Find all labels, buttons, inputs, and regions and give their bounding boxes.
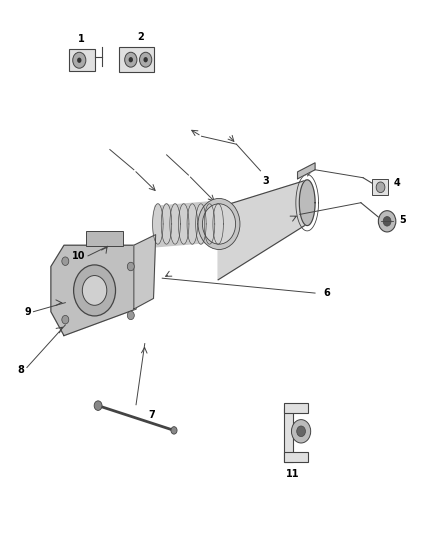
Polygon shape xyxy=(204,204,215,244)
Circle shape xyxy=(74,265,116,316)
Text: 7: 7 xyxy=(148,410,155,421)
Polygon shape xyxy=(155,201,219,247)
Polygon shape xyxy=(170,204,180,244)
Polygon shape xyxy=(161,204,172,244)
Circle shape xyxy=(378,211,396,232)
Text: 1: 1 xyxy=(78,34,85,44)
Text: 10: 10 xyxy=(72,251,86,261)
Bar xyxy=(69,49,95,71)
Polygon shape xyxy=(297,163,315,179)
Polygon shape xyxy=(218,180,305,280)
Circle shape xyxy=(127,262,134,271)
Polygon shape xyxy=(213,204,223,244)
Circle shape xyxy=(144,57,148,62)
Text: 11: 11 xyxy=(286,469,299,479)
Circle shape xyxy=(202,204,236,244)
Circle shape xyxy=(62,316,69,324)
Polygon shape xyxy=(152,204,163,244)
Bar xyxy=(284,403,307,413)
Circle shape xyxy=(62,257,69,265)
Bar xyxy=(284,452,307,462)
Circle shape xyxy=(129,57,133,62)
Circle shape xyxy=(140,52,152,67)
Circle shape xyxy=(82,276,107,305)
Text: 3: 3 xyxy=(263,176,269,186)
Polygon shape xyxy=(51,245,147,336)
Text: 5: 5 xyxy=(399,215,406,225)
Circle shape xyxy=(171,427,177,434)
Text: 4: 4 xyxy=(394,178,400,188)
Circle shape xyxy=(383,216,391,226)
Polygon shape xyxy=(178,204,189,244)
Circle shape xyxy=(94,401,102,410)
Circle shape xyxy=(127,311,134,320)
Circle shape xyxy=(297,426,305,437)
Text: 8: 8 xyxy=(18,365,25,375)
Circle shape xyxy=(376,182,385,192)
Text: 2: 2 xyxy=(137,31,144,42)
Polygon shape xyxy=(134,235,155,309)
Text: 9: 9 xyxy=(25,306,31,317)
Polygon shape xyxy=(187,204,198,244)
Circle shape xyxy=(125,52,137,67)
Text: 6: 6 xyxy=(323,288,330,298)
Circle shape xyxy=(73,52,86,68)
Bar xyxy=(284,408,293,462)
Circle shape xyxy=(291,419,311,443)
Bar xyxy=(120,47,153,72)
Polygon shape xyxy=(299,180,315,225)
Bar xyxy=(372,179,389,195)
Bar xyxy=(86,231,123,246)
Circle shape xyxy=(198,198,240,249)
Circle shape xyxy=(77,58,81,63)
Polygon shape xyxy=(196,204,206,244)
